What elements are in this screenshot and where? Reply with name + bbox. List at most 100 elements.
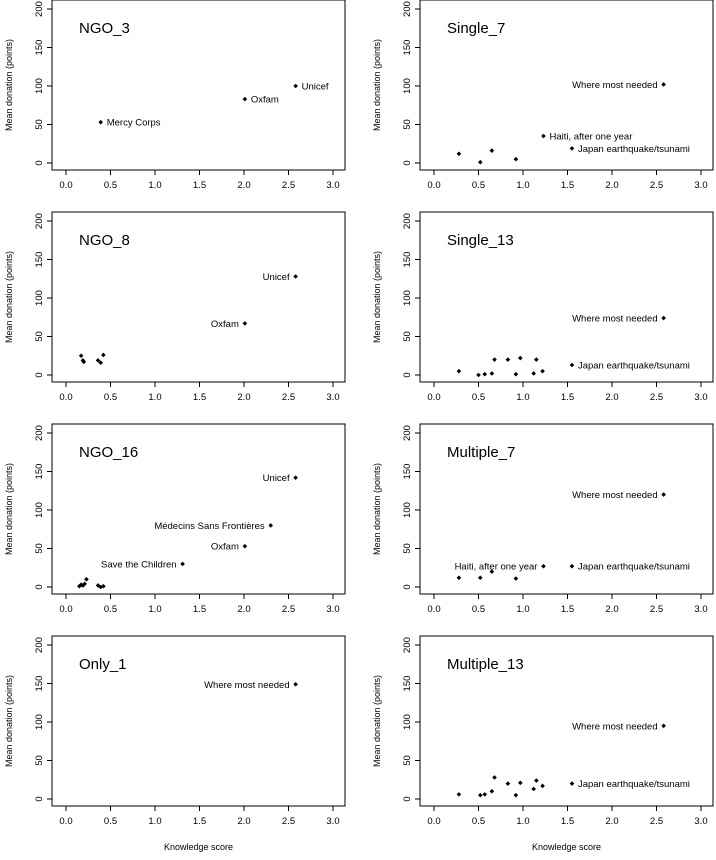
plot-frame xyxy=(51,635,346,807)
point-label: Japan earthquake/tsunami xyxy=(578,562,690,573)
data-point xyxy=(540,783,545,789)
x-tick-label: 1.5 xyxy=(561,604,574,615)
y-tick-label: 150 xyxy=(402,40,413,56)
y-axis-label: Mean donation (points) xyxy=(4,463,14,555)
x-tick-label: 3.0 xyxy=(694,604,707,615)
point-label: Japan earthquake/tsunami xyxy=(578,144,690,155)
data-point xyxy=(513,576,519,581)
x-tick-label: 0.0 xyxy=(427,392,440,403)
data-point xyxy=(518,355,523,361)
panel-title: NGO_3 xyxy=(79,20,130,37)
point-label: Haiti, after one year xyxy=(455,562,538,573)
x-tick-label: 0.5 xyxy=(472,392,485,403)
x-tick-label: 3.0 xyxy=(326,604,339,615)
data-point xyxy=(477,792,483,798)
data-point xyxy=(482,792,488,797)
x-tick-label: 1.0 xyxy=(516,180,529,191)
x-tick-label: 1.5 xyxy=(193,180,206,191)
y-tick-label: 150 xyxy=(34,252,45,268)
y-tick-label: 100 xyxy=(402,502,413,518)
y-tick-label: 100 xyxy=(34,714,45,730)
data-point xyxy=(569,362,575,368)
y-axis-label: Mean donation (points) xyxy=(372,39,382,131)
data-point xyxy=(82,581,87,587)
point-label: Where most needed xyxy=(572,490,658,501)
data-point xyxy=(242,96,248,102)
y-tick-label: 100 xyxy=(34,502,45,518)
x-tick-label: 0.5 xyxy=(472,604,485,615)
data-point xyxy=(98,119,104,125)
panel-title: NGO_16 xyxy=(79,444,138,461)
data-point xyxy=(180,561,185,567)
x-tick-label: 1.0 xyxy=(148,180,161,191)
point-label: Where most needed xyxy=(572,80,658,91)
x-tick-label: 1.0 xyxy=(148,816,161,827)
data-point xyxy=(489,371,495,376)
x-tick-label: 0.5 xyxy=(472,816,485,827)
x-tick-label: 1.0 xyxy=(148,392,161,403)
y-tick-label: 50 xyxy=(402,755,413,766)
y-tick-label: 200 xyxy=(34,213,45,229)
point-label: Unicef xyxy=(302,82,329,93)
point-label: Japan earthquake/tsunami xyxy=(578,360,690,371)
x-tick-label: 0.0 xyxy=(59,392,72,403)
x-tick-label: 1.0 xyxy=(148,604,161,615)
data-point xyxy=(513,792,519,798)
y-axis-label: Mean donation (points) xyxy=(372,675,382,767)
data-point xyxy=(489,569,495,574)
y-tick-label: 0 xyxy=(34,796,45,801)
data-point xyxy=(531,786,536,792)
y-tick-label: 150 xyxy=(34,40,45,56)
data-point xyxy=(242,321,248,326)
data-point xyxy=(482,371,488,377)
data-point xyxy=(293,681,298,687)
plot-frame xyxy=(419,0,714,171)
data-point xyxy=(98,360,104,365)
data-point xyxy=(518,780,523,786)
point-label: Unicef xyxy=(263,272,290,283)
y-tick-label: 200 xyxy=(402,1,413,17)
panel-multiple-13: 0 50 100 150 200 0.0 0.5 1.0 1.5 2.0 2.5 3.0 Mean do… xyxy=(372,635,714,852)
plot-frame xyxy=(51,0,346,171)
x-tick-label: 1.0 xyxy=(516,604,529,615)
x-axis-label: Knowledge score xyxy=(164,842,233,852)
point-label: Oxfam xyxy=(211,319,239,330)
data-point xyxy=(541,563,546,569)
x-tick-label: 1.5 xyxy=(193,604,206,615)
point-label: Where most needed xyxy=(572,314,658,325)
data-point xyxy=(661,315,666,321)
x-tick-label: 0.5 xyxy=(104,392,117,403)
panel-title: Single_7 xyxy=(447,20,505,37)
x-tick-label: 2.5 xyxy=(282,604,295,615)
data-point xyxy=(569,563,575,569)
data-point xyxy=(80,358,86,363)
y-tick-label: 150 xyxy=(34,676,45,692)
x-tick-label: 1.5 xyxy=(561,180,574,191)
x-tick-label: 3.0 xyxy=(326,816,339,827)
data-point xyxy=(489,148,495,153)
x-tick-label: 2.0 xyxy=(605,392,618,403)
x-tick-label: 1.5 xyxy=(193,392,206,403)
y-tick-label: 50 xyxy=(34,119,45,130)
x-tick-label: 0.0 xyxy=(59,604,72,615)
x-tick-label: 2.5 xyxy=(650,816,663,827)
plot-frame xyxy=(51,423,346,595)
y-tick-label: 0 xyxy=(402,372,413,377)
data-point xyxy=(489,789,495,794)
data-point xyxy=(505,781,511,786)
x-tick-label: 3.0 xyxy=(326,392,339,403)
panel-multiple-7: 0 50 100 150 200 0.0 0.5 1.0 1.5 2.0 2.5 3.0 Mean do… xyxy=(372,423,714,615)
x-tick-label: 0.0 xyxy=(59,816,72,827)
data-point xyxy=(101,352,106,358)
data-point xyxy=(540,368,545,374)
data-point xyxy=(456,575,462,581)
y-tick-label: 0 xyxy=(402,160,413,165)
point-label: Oxfam xyxy=(211,542,239,553)
data-point xyxy=(492,775,497,780)
y-tick-label: 50 xyxy=(34,755,45,766)
point-label: Where most needed xyxy=(572,721,658,732)
data-point xyxy=(492,357,497,362)
data-point xyxy=(84,577,89,582)
panel-title: Multiple_13 xyxy=(447,656,524,673)
x-tick-label: 2.5 xyxy=(650,180,663,191)
